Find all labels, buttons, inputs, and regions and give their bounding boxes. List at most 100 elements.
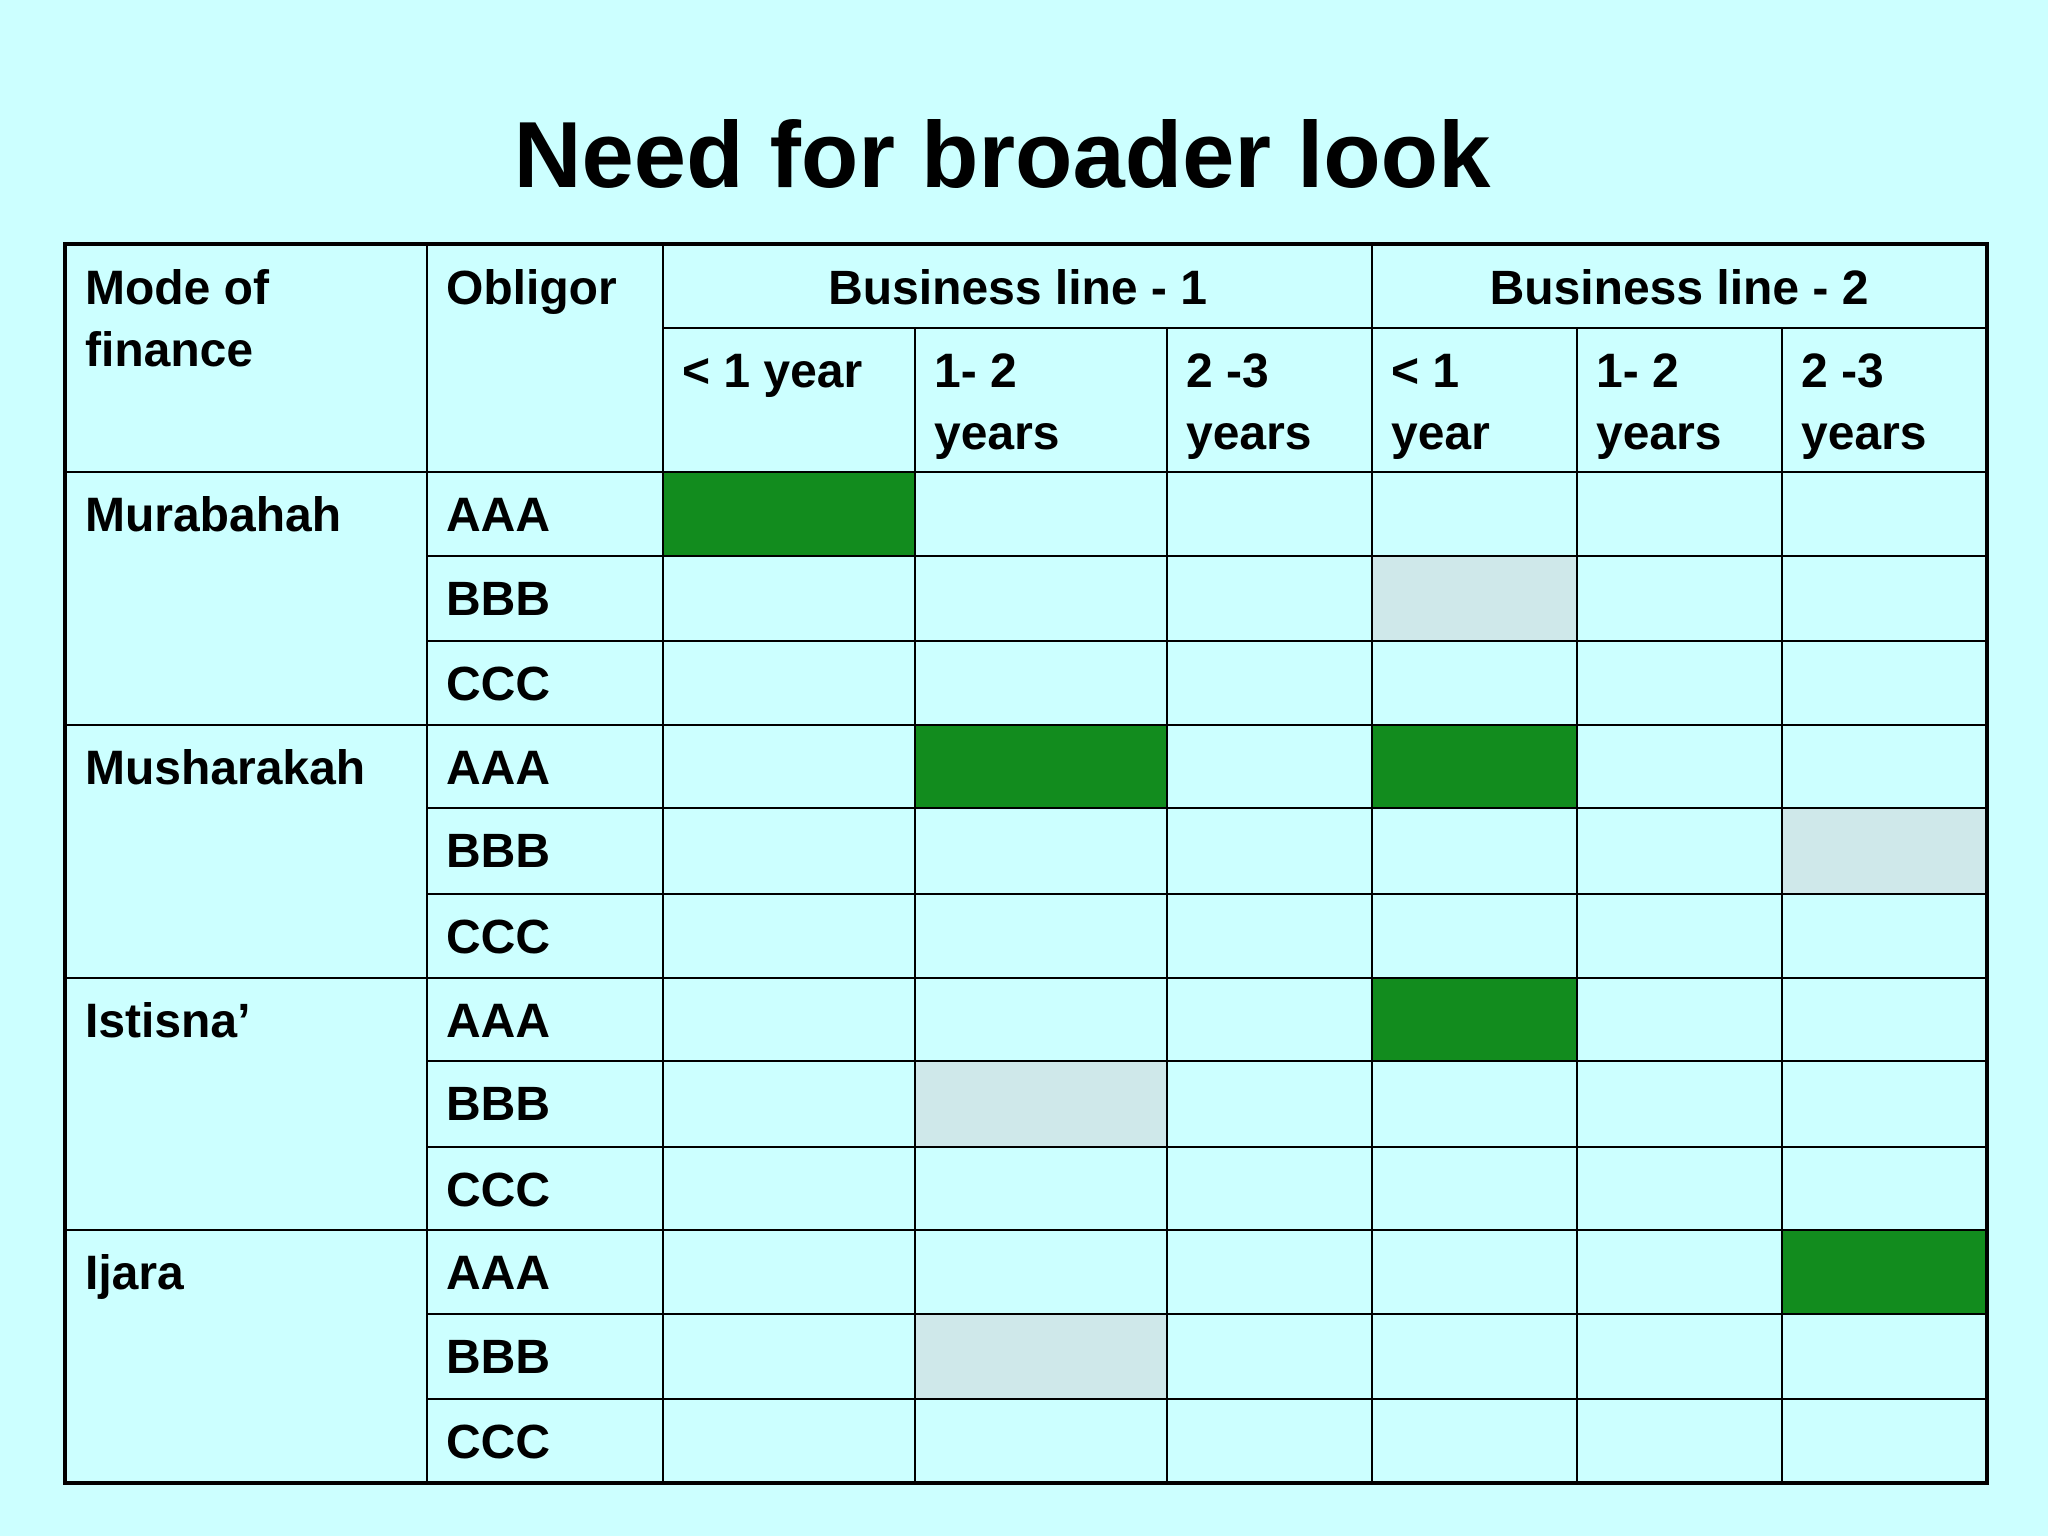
grid-cell <box>1371 1229 1579 1315</box>
obligor-cell: CCC <box>426 640 664 726</box>
grid-cell <box>1165 640 1374 726</box>
grid-cell <box>1576 1398 1784 1484</box>
grid-cell <box>1781 976 1989 1063</box>
grid-cell <box>662 723 916 810</box>
grid-cell <box>914 893 1168 979</box>
grid-cell <box>1371 807 1579 896</box>
grid-cell <box>1165 976 1374 1063</box>
grid-cell <box>1371 471 1579 557</box>
grid-cell <box>1576 1229 1784 1315</box>
header-period: 2 -3 years <box>1781 326 1989 474</box>
header-business-line-1: Business line - 1 <box>661 243 1374 329</box>
grid-cell <box>1576 723 1784 810</box>
grid-cell <box>1576 976 1784 1063</box>
highlight-cell-green <box>1371 976 1579 1063</box>
grid-cell <box>1576 554 1784 643</box>
table-row: Istisna’ AAA <box>64 976 1989 1232</box>
mode-of-finance-cell: Ijara <box>64 1229 428 1484</box>
table-row: BBB <box>65 1060 1989 1148</box>
grid-cell <box>1165 893 1374 979</box>
table-row: Musharakah AAA <box>64 723 1989 979</box>
header-business-line-2: Business line - 2 <box>1371 243 1989 329</box>
grid-cell <box>1371 640 1579 726</box>
grid-cell <box>1576 471 1784 557</box>
highlight-cell-green <box>662 471 916 557</box>
grid-cell <box>662 640 916 726</box>
table-row: CCC <box>65 640 1989 726</box>
grid-cell <box>1781 1145 1989 1232</box>
grid-cell <box>1371 1145 1579 1232</box>
grid-cell <box>1371 1398 1579 1484</box>
grid-cell <box>1781 640 1989 726</box>
obligor-cell: AAA <box>426 723 664 810</box>
grid-cell <box>914 1398 1168 1484</box>
grid-cell <box>1781 893 1989 979</box>
grid-cell <box>1165 471 1374 557</box>
grid-cell <box>1576 1312 1784 1401</box>
header-row-1: Mode of finance Obligor Business line - … <box>64 242 1989 474</box>
grid-cell <box>914 807 1168 896</box>
finance-matrix-table: Mode of finance Obligor Business line - … <box>63 242 1990 1485</box>
header-obligor: Obligor <box>426 242 664 474</box>
grid-cell <box>1165 1398 1374 1484</box>
highlight-cell-light <box>914 1312 1168 1401</box>
obligor-cell: CCC <box>426 1398 664 1484</box>
obligor-cell: BBB <box>426 807 664 896</box>
table-row: BBB <box>65 807 1989 896</box>
obligor-cell: CCC <box>426 1145 664 1232</box>
grid-cell <box>662 1145 916 1232</box>
grid-cell <box>1781 471 1989 557</box>
table-row: BBB <box>65 554 1989 643</box>
obligor-cell: AAA <box>426 976 664 1063</box>
grid-cell <box>662 1398 916 1484</box>
grid-cell <box>1165 1060 1374 1148</box>
highlight-cell-light <box>914 1060 1168 1148</box>
grid-cell <box>1576 1145 1784 1232</box>
grid-cell <box>914 976 1168 1063</box>
grid-cell <box>1576 640 1784 726</box>
header-period: 1- 2 years <box>1576 326 1784 474</box>
grid-cell <box>1165 554 1374 643</box>
grid-cell <box>1165 807 1374 896</box>
mode-of-finance-cell: Musharakah <box>64 723 428 979</box>
grid-cell <box>662 976 916 1063</box>
mode-of-finance-cell: Murabahah <box>64 471 428 726</box>
grid-cell <box>914 554 1168 643</box>
table-row: BBB <box>65 1312 1989 1401</box>
header-period: 1- 2 years <box>914 326 1168 474</box>
grid-cell <box>914 471 1168 557</box>
grid-cell <box>1576 1060 1784 1148</box>
grid-cell <box>662 807 916 896</box>
grid-cell <box>914 640 1168 726</box>
grid-cell <box>1165 723 1374 810</box>
grid-cell <box>662 1060 916 1148</box>
grid-cell <box>1781 1398 1989 1484</box>
highlight-cell-green <box>1371 723 1579 810</box>
header-period: < 1 year <box>662 326 916 474</box>
grid-cell <box>662 554 916 643</box>
obligor-cell: BBB <box>426 1312 664 1401</box>
table-row: CCC <box>65 893 1989 979</box>
grid-cell <box>914 1145 1168 1232</box>
header-mode-of-finance: Mode of finance <box>64 242 428 474</box>
slide-title: Need for broader look <box>513 102 1491 207</box>
grid-cell <box>1576 807 1784 896</box>
grid-cell <box>1371 893 1579 979</box>
obligor-cell: BBB <box>426 1060 664 1148</box>
grid-cell <box>1576 893 1784 979</box>
mode-of-finance-cell: Istisna’ <box>64 976 428 1232</box>
highlight-cell-light <box>1371 554 1579 643</box>
highlight-cell-green <box>1781 1229 1989 1315</box>
header-period: 2 -3 years <box>1165 326 1374 474</box>
obligor-cell: AAA <box>426 471 664 557</box>
table-row: Ijara AAA <box>64 1229 1989 1484</box>
grid-cell <box>1781 554 1989 643</box>
table-row: CCC <box>65 1145 1989 1232</box>
grid-cell <box>662 1229 916 1315</box>
grid-cell <box>1371 1312 1579 1401</box>
grid-cell <box>662 893 916 979</box>
table-row: CCC <box>65 1398 1989 1484</box>
obligor-cell: CCC <box>426 893 664 979</box>
header-row-2: < 1 year 1- 2 years 2 -3 years < 1 year … <box>65 326 1989 474</box>
grid-cell <box>1371 1060 1579 1148</box>
